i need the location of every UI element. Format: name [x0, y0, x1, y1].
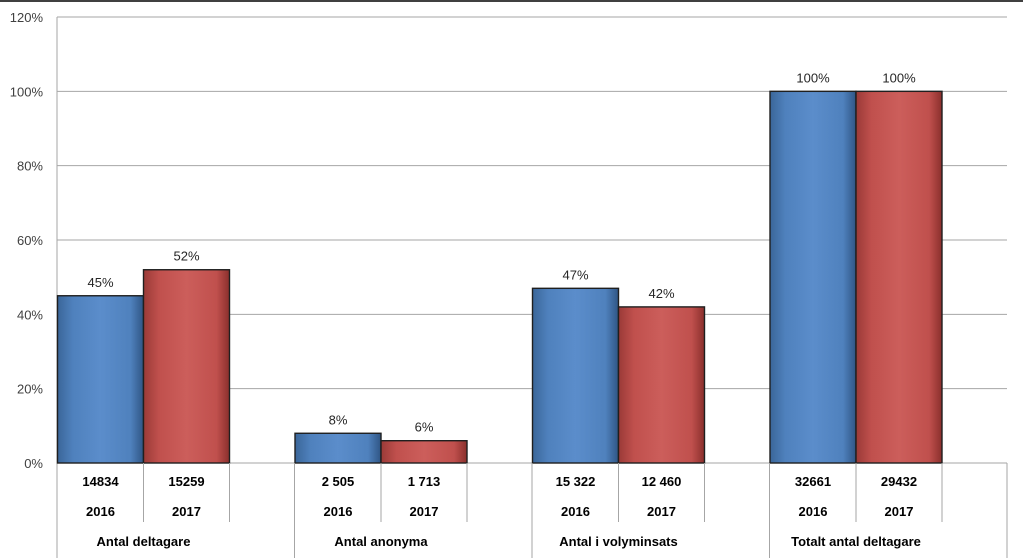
- year-label: 2017: [885, 504, 914, 519]
- count-label: 14834: [82, 474, 119, 489]
- y-tick-label: 40%: [17, 307, 43, 322]
- category-label: Antal deltagare: [97, 534, 191, 549]
- y-tick-label: 20%: [17, 382, 43, 397]
- count-label: 32661: [795, 474, 831, 489]
- count-label: 15 322: [556, 474, 596, 489]
- count-label: 1 713: [408, 474, 441, 489]
- y-tick-label: 60%: [17, 233, 43, 248]
- y-tick-label: 100%: [10, 84, 44, 99]
- year-label: 2016: [799, 504, 828, 519]
- year-label: 2017: [410, 504, 439, 519]
- category-label: Antal i volyminsats: [559, 534, 677, 549]
- data-label: 45%: [87, 275, 113, 290]
- data-label: 47%: [562, 267, 588, 282]
- year-label: 2016: [561, 504, 590, 519]
- y-tick-label: 120%: [10, 10, 44, 25]
- bar-2016: [56, 295, 145, 464]
- bar-2017: [380, 440, 468, 464]
- bar-2016: [294, 432, 382, 464]
- category-label: Totalt antal deltagare: [791, 534, 921, 549]
- count-label: 15259: [168, 474, 204, 489]
- y-tick-label: 80%: [17, 159, 43, 174]
- count-label: 12 460: [642, 474, 682, 489]
- data-label: 100%: [796, 70, 830, 85]
- year-label: 2016: [324, 504, 353, 519]
- year-label: 2017: [647, 504, 676, 519]
- bar-2017: [142, 269, 231, 464]
- count-label: 29432: [881, 474, 917, 489]
- data-label: 100%: [882, 70, 916, 85]
- bar-2017: [617, 306, 706, 464]
- category-label: Antal anonyma: [334, 534, 428, 549]
- data-label: 6%: [415, 420, 434, 435]
- data-label: 8%: [329, 412, 348, 427]
- y-tick-label: 0%: [24, 456, 43, 471]
- year-label: 2017: [172, 504, 201, 519]
- bar-2016: [531, 287, 620, 464]
- bar-2017: [855, 90, 943, 464]
- data-label: 42%: [648, 286, 674, 301]
- bar-2016: [769, 90, 857, 464]
- year-label: 2016: [86, 504, 115, 519]
- count-label: 2 505: [322, 474, 355, 489]
- data-label: 52%: [173, 249, 199, 264]
